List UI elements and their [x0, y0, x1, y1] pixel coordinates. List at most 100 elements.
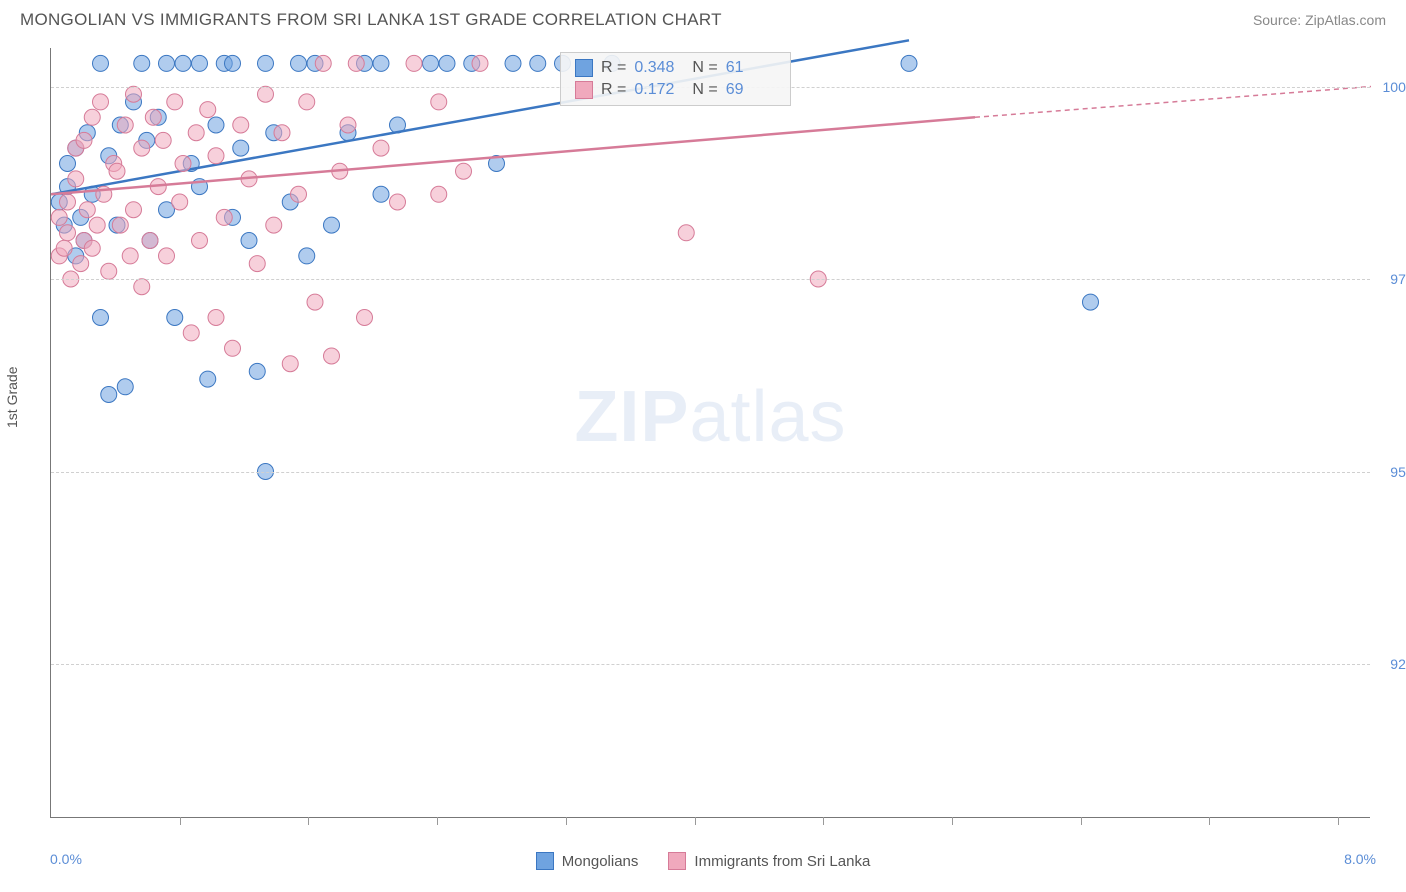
gridline — [51, 664, 1370, 665]
legend-item: Immigrants from Sri Lanka — [668, 852, 870, 870]
x-tick — [566, 817, 567, 825]
legend-swatch — [536, 852, 554, 870]
gridline — [51, 472, 1370, 473]
series-swatch — [575, 59, 593, 77]
data-point — [79, 202, 95, 218]
gridline — [51, 279, 1370, 280]
x-tick — [1081, 817, 1082, 825]
data-point — [145, 109, 161, 125]
data-point — [208, 148, 224, 164]
data-point — [126, 202, 142, 218]
data-point — [73, 256, 89, 272]
data-point — [678, 225, 694, 241]
data-point — [155, 132, 171, 148]
x-tick — [437, 817, 438, 825]
data-point — [192, 233, 208, 249]
data-point — [60, 156, 76, 172]
y-tick-label: 100.0% — [1383, 79, 1406, 95]
r-label: R = — [601, 59, 626, 77]
n-value: 69 — [726, 81, 776, 99]
data-point — [390, 194, 406, 210]
data-point — [134, 140, 150, 156]
data-point — [109, 163, 125, 179]
scatter-plot-svg — [51, 48, 1370, 817]
data-point — [249, 256, 265, 272]
data-point — [93, 55, 109, 71]
data-point — [307, 294, 323, 310]
data-point — [423, 55, 439, 71]
data-point — [348, 55, 364, 71]
data-point — [340, 117, 356, 133]
data-point — [291, 55, 307, 71]
r-value: 0.172 — [634, 81, 684, 99]
legend-swatch — [668, 852, 686, 870]
data-point — [76, 132, 92, 148]
x-tick — [823, 817, 824, 825]
data-point — [101, 263, 117, 279]
y-tick-label: 92.5% — [1390, 656, 1406, 672]
data-point — [142, 233, 158, 249]
chart-source: Source: ZipAtlas.com — [1253, 12, 1386, 28]
data-point — [274, 125, 290, 141]
stats-row: R = 0.172 N = 69 — [575, 79, 776, 101]
data-point — [84, 240, 100, 256]
n-label: N = — [692, 81, 717, 99]
data-point — [530, 55, 546, 71]
data-point — [505, 55, 521, 71]
data-point — [406, 55, 422, 71]
data-point — [901, 55, 917, 71]
data-point — [122, 248, 138, 264]
data-point — [101, 387, 117, 403]
data-point — [472, 55, 488, 71]
stats-row: R =0.348N =61 — [575, 57, 776, 79]
data-point — [241, 233, 257, 249]
data-point — [373, 140, 389, 156]
data-point — [216, 209, 232, 225]
y-tick-label: 95.0% — [1390, 464, 1406, 480]
data-point — [299, 94, 315, 110]
legend-item: Mongolians — [536, 852, 639, 870]
data-point — [167, 94, 183, 110]
x-tick — [1338, 817, 1339, 825]
data-point — [299, 248, 315, 264]
data-point — [56, 240, 72, 256]
x-tick — [180, 817, 181, 825]
data-point — [192, 55, 208, 71]
chart-header: MONGOLIAN VS IMMIGRANTS FROM SRI LANKA 1… — [0, 0, 1406, 36]
y-tick-label: 97.5% — [1390, 271, 1406, 287]
data-point — [431, 94, 447, 110]
legend-label: Mongolians — [562, 853, 639, 870]
x-tick — [1209, 817, 1210, 825]
x-tick — [308, 817, 309, 825]
data-point — [167, 310, 183, 326]
data-point — [60, 225, 76, 241]
data-point — [93, 310, 109, 326]
data-point — [117, 117, 133, 133]
data-point — [324, 217, 340, 233]
data-point — [188, 125, 204, 141]
data-point — [373, 186, 389, 202]
data-point — [60, 194, 76, 210]
data-point — [225, 340, 241, 356]
data-point — [431, 186, 447, 202]
series-swatch — [575, 81, 593, 99]
data-point — [208, 310, 224, 326]
data-point — [93, 94, 109, 110]
r-label: R = — [601, 81, 626, 99]
data-point — [51, 209, 67, 225]
chart-legend: Mongolians Immigrants from Sri Lanka — [0, 852, 1406, 870]
data-point — [134, 279, 150, 295]
data-point — [258, 86, 274, 102]
data-point — [183, 325, 199, 341]
data-point — [208, 117, 224, 133]
data-point — [1083, 294, 1099, 310]
data-point — [373, 55, 389, 71]
trend-line-dashed — [975, 87, 1371, 118]
data-point — [175, 156, 191, 172]
data-point — [233, 140, 249, 156]
r-value: 0.348 — [634, 59, 684, 77]
data-point — [134, 55, 150, 71]
data-point — [172, 194, 188, 210]
data-point — [175, 55, 191, 71]
data-point — [291, 186, 307, 202]
